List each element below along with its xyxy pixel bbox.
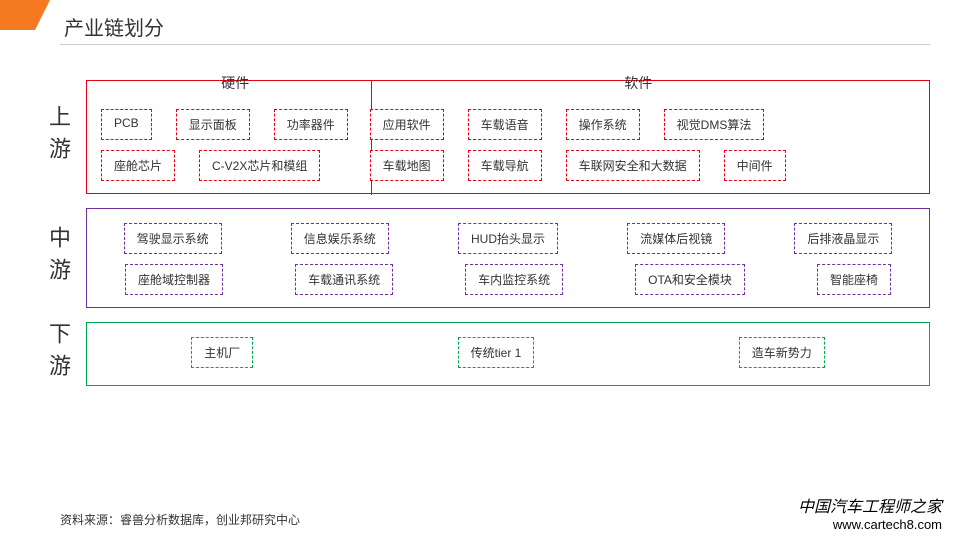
tier-body-midstream: 驾驶显示系统 信息娱乐系统 HUD抬头显示 流媒体后视镜 后排液晶显示座舱域控制器 车载通… (86, 208, 930, 308)
group-title: 硬件 (101, 73, 370, 93)
chip: 应用软件 (370, 109, 444, 140)
group-upstream-1: 软件应用软件车载语音操作系统视觉DMS算法车载地图车载导航车联网安全和大数据中间… (370, 105, 907, 181)
chip: 操作系统 (566, 109, 640, 140)
chip: 主机厂 (191, 337, 253, 368)
tier-label-downstream: 下游 (30, 322, 86, 386)
watermark-cn: 中国汽车工程师之家 (798, 493, 942, 517)
watermark-url: www.cartech8.com (798, 517, 942, 532)
tier-body-upstream: 硬件PCB显示面板功率器件座舱芯片C-V2X芯片和模组软件应用软件车载语音操作系… (86, 80, 930, 194)
diagram-content: 上游硬件PCB显示面板功率器件座舱芯片C-V2X芯片和模组软件应用软件车载语音操… (30, 80, 930, 485)
chip: 车内监控系统 (465, 264, 563, 295)
chip: 车载通讯系统 (295, 264, 393, 295)
chip-line: PCB 显示面板功率器件 (101, 109, 370, 140)
chip: 座舱域控制器 (125, 264, 223, 295)
chip: 流媒体后视镜 (627, 223, 725, 254)
tier-label-midstream: 中游 (30, 208, 86, 308)
chip: 座舱芯片 (101, 150, 175, 181)
chip: 传统tier 1 (458, 337, 535, 368)
tier-row-midstream: 中游 驾驶显示系统 信息娱乐系统 HUD抬头显示 流媒体后视镜 后排液晶显示座舱域控制器 车… (30, 208, 930, 308)
chip: OTA和安全模块 (635, 264, 745, 295)
chip: 中间件 (724, 150, 786, 181)
chip: 功率器件 (274, 109, 348, 140)
chip-line: 车载地图车载导航车联网安全和大数据中间件 (370, 150, 907, 181)
tier-row-downstream: 下游 主机厂 传统tier 1 造车新势力 (30, 322, 930, 386)
chip-line: 应用软件车载语音操作系统视觉DMS算法 (370, 109, 907, 140)
group-upstream-0: 硬件PCB显示面板功率器件座舱芯片C-V2X芯片和模组 (101, 105, 370, 181)
chip: 造车新势力 (739, 337, 825, 368)
source-citation: 资料来源：睿兽分析数据库，创业邦研究中心 (60, 511, 300, 528)
chip: 信息娱乐系统 (291, 223, 389, 254)
chip-line: 驾驶显示系统 信息娱乐系统 HUD抬头显示 流媒体后视镜 后排液晶显示 (101, 223, 915, 254)
chip: 视觉DMS算法 (664, 109, 765, 140)
chip: 车联网安全和大数据 (566, 150, 700, 181)
tier-row-upstream: 上游硬件PCB显示面板功率器件座舱芯片C-V2X芯片和模组软件应用软件车载语音操… (30, 80, 930, 194)
chip-line: 主机厂 传统tier 1 造车新势力 (101, 337, 915, 368)
chip: 车载语音 (468, 109, 542, 140)
chip: 显示面板 (176, 109, 250, 140)
chip: 车载导航 (468, 150, 542, 181)
group-title: 软件 (370, 73, 907, 93)
slide-header: 产业链划分 (0, 0, 960, 50)
header-rule (60, 44, 930, 45)
chip: 智能座椅 (817, 264, 891, 295)
watermark: 中国汽车工程师之家 www.cartech8.com (798, 493, 942, 532)
tier-label-upstream: 上游 (30, 80, 86, 194)
chip: HUD抬头显示 (458, 223, 558, 254)
chip-line: 座舱域控制器 车载通讯系统 车内监控系统 OTA和安全模块 智能座椅 (101, 264, 915, 295)
tier-body-downstream: 主机厂 传统tier 1 造车新势力 (86, 322, 930, 386)
chip: 车载地图 (370, 150, 444, 181)
chip: 驾驶显示系统 (124, 223, 222, 254)
chip: C-V2X芯片和模组 (199, 150, 320, 181)
slide-title: 产业链划分 (64, 12, 164, 41)
chip-line: 座舱芯片 C-V2X芯片和模组 (101, 150, 370, 181)
header-accent-shape (0, 0, 50, 30)
chip: 后排液晶显示 (794, 223, 892, 254)
chip: PCB (101, 109, 152, 140)
